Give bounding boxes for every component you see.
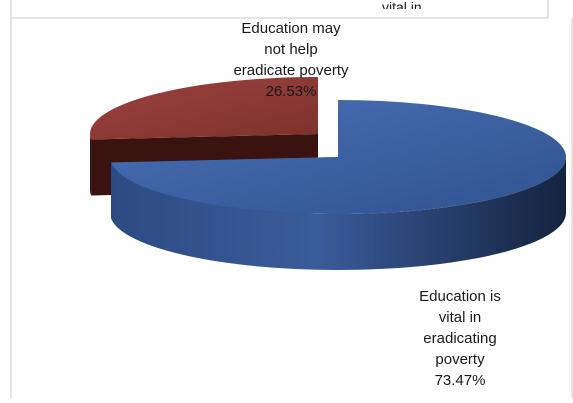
slice-label-education-is-vital: Education is vital in eradicating povert… <box>406 286 514 391</box>
clipped-top-label: vital in <box>382 0 422 9</box>
slice-name: Education is vital in eradicating povert… <box>419 288 501 368</box>
slice-name: Education may not help eradicate poverty <box>233 20 349 79</box>
slice-top-0 <box>111 100 566 214</box>
slice-percent: 26.53% <box>265 83 317 100</box>
slice-side-0-0 <box>111 157 566 271</box>
pie-slices <box>89 77 566 271</box>
slice-side-1-0 <box>90 134 92 196</box>
slice-top-1 <box>89 77 318 140</box>
slice-label-education-may-not-help: Education may not help eradicate poverty… <box>232 18 350 102</box>
slice-percent: 73.47% <box>434 372 486 389</box>
